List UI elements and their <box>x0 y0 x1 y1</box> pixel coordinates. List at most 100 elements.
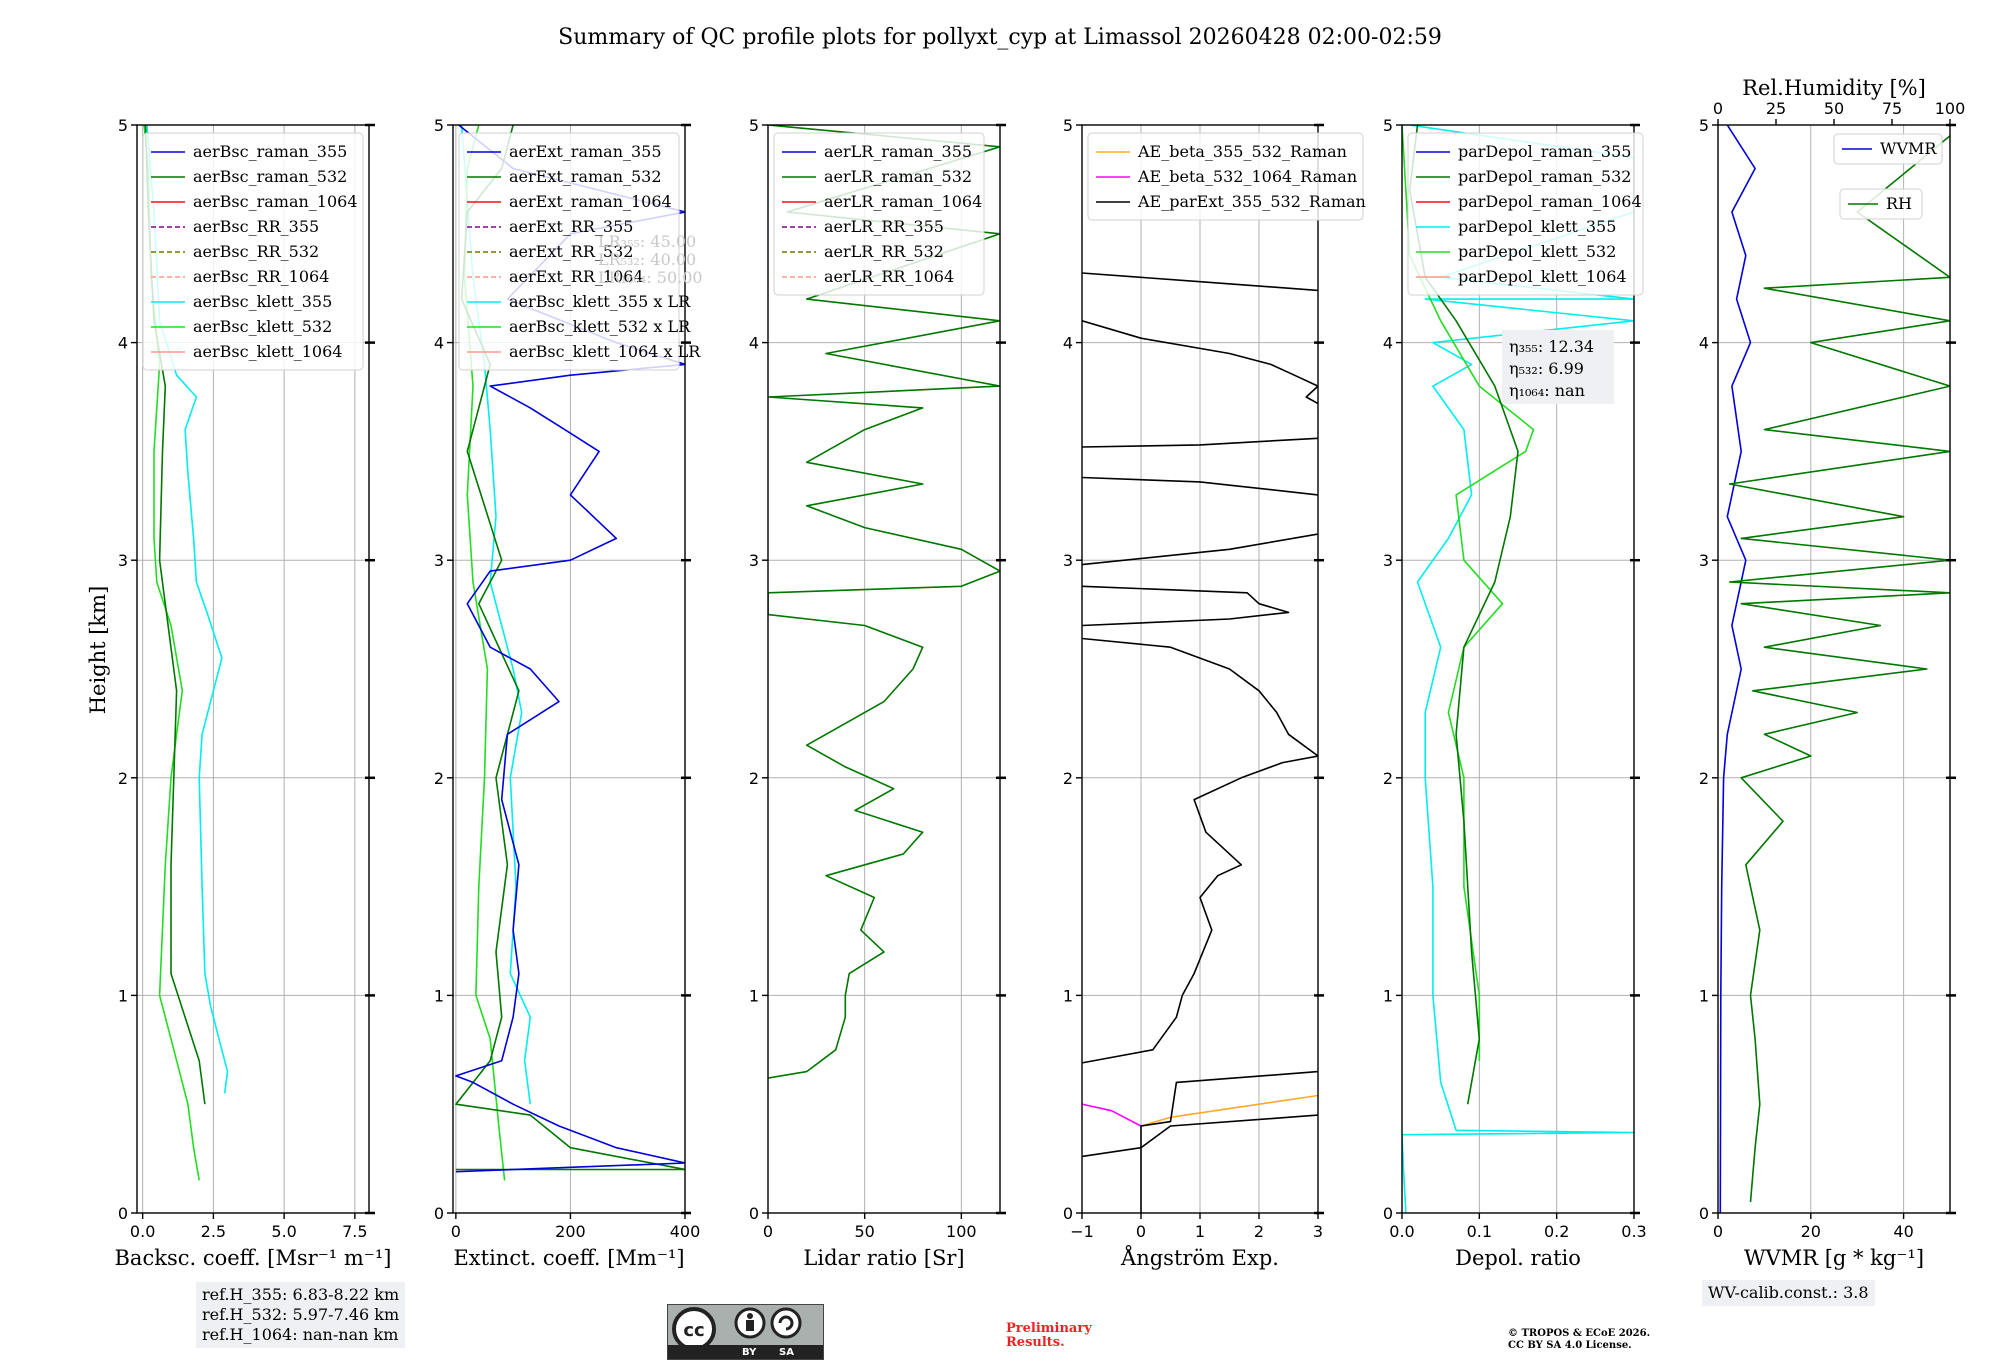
xtick-label-wvmr-1: 20 <box>1801 1222 1821 1241</box>
legend-label-aerExt_raman_355: aerExt_raman_355 <box>509 142 662 161</box>
ytick-label-bsc-4: 4 <box>118 334 128 353</box>
panel-ext: 0 200 400 0 1 2 3 4 5 Extinct. coeff. [Mm⁻¹] aerEx… <box>434 116 703 1270</box>
axes-frame-bsc <box>136 124 370 1214</box>
lr-label-1: LR₅₃₂: 40.00 <box>598 250 696 269</box>
legend-box-depol <box>1407 132 1644 296</box>
legend-label-aerExt_RR_1064: aerExt_RR_1064 <box>509 267 644 286</box>
cc-icon: cc <box>672 1307 802 1345</box>
ytick-label-ext-2: 2 <box>434 769 444 788</box>
ytick-label-lr-2: 2 <box>749 769 759 788</box>
xaxis-label-bsc: Backsc. coeff. [Msr⁻¹ m⁻¹] <box>115 1246 392 1270</box>
preliminary-line-1: Preliminary <box>1006 1321 1092 1336</box>
ytick-label-lr-4: 4 <box>749 334 759 353</box>
ytick-label-lr-5: 5 <box>749 116 759 135</box>
ytick-label-ext-4: 4 <box>434 334 444 353</box>
xtick-label-lr-2: 100 <box>946 1222 977 1241</box>
xtick-label-ae-4: 3 <box>1313 1222 1323 1241</box>
legend-label-aerBsc_raman_532: aerBsc_raman_532 <box>193 167 347 186</box>
ytick-label-depol-2: 2 <box>1383 769 1393 788</box>
xtick-label-bsc-2: 5.0 <box>271 1222 296 1241</box>
series-line-AE_beta_355_532_Raman <box>1140 1094 1318 1127</box>
svg-text:cc: cc <box>683 1320 704 1341</box>
wv-calib-box: WV-calib.const.: 3.8 <box>1702 1280 1875 1306</box>
ytick-label-wvmr-2: 2 <box>1699 769 1709 788</box>
legend-label-aerLR_raman_532: aerLR_raman_532 <box>824 167 972 186</box>
xtick-label-ext-1: 200 <box>555 1222 586 1241</box>
ytick-label-ae-1: 1 <box>1063 986 1073 1005</box>
eta-box <box>1502 330 1614 404</box>
ytick-label-bsc-1: 1 <box>118 986 128 1005</box>
xtick-label-bsc-0: 0.0 <box>130 1222 155 1241</box>
series-group-lr <box>768 125 1000 1079</box>
legend-label-aerExt_RR_532: aerExt_RR_532 <box>509 242 633 261</box>
legend-label-RH: RH <box>1886 194 1912 213</box>
ytick-label-wvmr-1: 1 <box>1699 986 1709 1005</box>
xtick-label-bsc-1: 2.5 <box>201 1222 226 1241</box>
figure-title: Summary of QC profile plots for pollyxt_… <box>558 25 1442 50</box>
legend-label-aerBsc_klett_355 x LR: aerBsc_klett_355 x LR <box>509 292 691 311</box>
ytick-label-depol-3: 3 <box>1383 551 1393 570</box>
ytick-label-lr-1: 1 <box>749 986 759 1005</box>
top-tick-label-3: 75 <box>1882 99 1902 118</box>
copyright-line-1: © TROPOS & ECoE 2026. <box>1508 1328 1651 1339</box>
ytick-label-bsc-5: 5 <box>118 116 128 135</box>
axes-frame-ext <box>452 124 686 1214</box>
copyright-line-2: CC BY SA 4.0 License. <box>1508 1340 1632 1351</box>
series-line-AE_parExt_355_532_Raman_f <box>1082 476 1318 496</box>
legend-box-ext <box>458 132 680 371</box>
legend-label-aerExt_raman_532: aerExt_raman_532 <box>509 167 662 186</box>
ytick-label-depol-1: 1 <box>1383 986 1393 1005</box>
legend-label-aerExt_raman_1064: aerExt_raman_1064 <box>509 192 672 211</box>
top-axis-label: Rel.Humidity [%] <box>1742 76 1926 100</box>
legend-label-aerBsc_klett_355: aerBsc_klett_355 <box>193 292 332 311</box>
series-line-AE_parExt_355_532_Raman_b <box>1082 1114 1318 1158</box>
ytick-label-depol-4: 4 <box>1383 334 1393 353</box>
panel-lr: 0 50 100 0 1 2 3 4 5 Lidar ratio [Sr] aerLR_raman_… <box>749 116 1006 1270</box>
ytick-label-ae-2: 2 <box>1063 769 1073 788</box>
xaxis-label-ext: Extinct. coeff. [Mm⁻¹] <box>453 1246 684 1270</box>
series-line-AE_beta_532_1064_Raman <box>1082 1103 1142 1127</box>
ytick-label-ext-5: 5 <box>434 116 444 135</box>
legend-label-WVMR: WVMR <box>1880 139 1937 158</box>
ytick-label-ext-3: 3 <box>434 551 444 570</box>
series-line-AE_parExt_355_532_Raman_g <box>1082 437 1318 448</box>
panel-wvmr: 0 20 40 0 1 2 3 4 5 WVMR [g * kg⁻¹] 0 25 50 75 100 Rel.… <box>1699 76 1965 1270</box>
legend-label-aerLR_raman_355: aerLR_raman_355 <box>824 142 972 161</box>
xtick-label-depol-0: 0.0 <box>1389 1222 1414 1241</box>
legend-label-aerBsc_RR_355: aerBsc_RR_355 <box>193 217 319 236</box>
series-line-AE_parExt_355_532_Raman_h <box>1082 320 1318 405</box>
xtick-label-lr-1: 50 <box>854 1222 874 1241</box>
legend-box-ae <box>1087 132 1364 221</box>
ytick-label-ext-1: 1 <box>434 986 444 1005</box>
ytick-label-wvmr-4: 4 <box>1699 334 1709 353</box>
xtick-label-depol-2: 0.2 <box>1544 1222 1569 1241</box>
xtick-label-ext-0: 0 <box>451 1222 461 1241</box>
legend-label-aerLR_RR_1064: aerLR_RR_1064 <box>824 267 954 286</box>
legend-label-aerBsc_RR_532: aerBsc_RR_532 <box>193 242 319 261</box>
ref-height-355: ref.H_355: 6.83-8.22 km <box>202 1285 400 1304</box>
eta-label-2: η₁₀₆₄: nan <box>1509 381 1585 400</box>
ytick-label-bsc-0: 0 <box>118 1204 128 1223</box>
series-line-RH <box>1728 135 1950 1203</box>
ref-heights-box: ref.H_355: 6.83-8.22 km ref.H_532: 5.97-… <box>196 1282 406 1348</box>
xtick-label-ae-3: 2 <box>1254 1222 1264 1241</box>
xaxis-label-depol: Depol. ratio <box>1455 1246 1581 1270</box>
eta-label-1: η₅₃₂: 6.99 <box>1509 359 1584 378</box>
legend-label-aerLR_RR_355: aerLR_RR_355 <box>824 217 944 236</box>
panel-bsc: 0.0 2.5 5.0 7.5 0 1 2 3 4 5 Backsc. coeff. [Msr⁻¹ … <box>115 116 392 1270</box>
series-group-ae <box>1082 272 1318 1213</box>
top-tick-label-4: 100 <box>1935 99 1966 118</box>
ytick-label-ae-5: 5 <box>1063 116 1073 135</box>
series-line-AE_parExt_355_532_Raman <box>1140 1070 1318 1213</box>
xtick-label-wvmr-2: 40 <box>1893 1222 1913 1241</box>
legend-label-parDepol_raman_532: parDepol_raman_532 <box>1458 167 1631 186</box>
top-tick-label-1: 25 <box>1766 99 1786 118</box>
cc-license-badge: cc BY SA <box>667 1304 824 1360</box>
legend-label-aerBsc_RR_1064: aerBsc_RR_1064 <box>193 267 329 286</box>
legend-box-lr <box>773 132 985 296</box>
wv-calib-constant: WV-calib.const.: 3.8 <box>1708 1283 1869 1302</box>
legend-label-aerLR_raman_1064: aerLR_raman_1064 <box>824 192 982 211</box>
legend-box-WVMR <box>1833 133 1943 165</box>
